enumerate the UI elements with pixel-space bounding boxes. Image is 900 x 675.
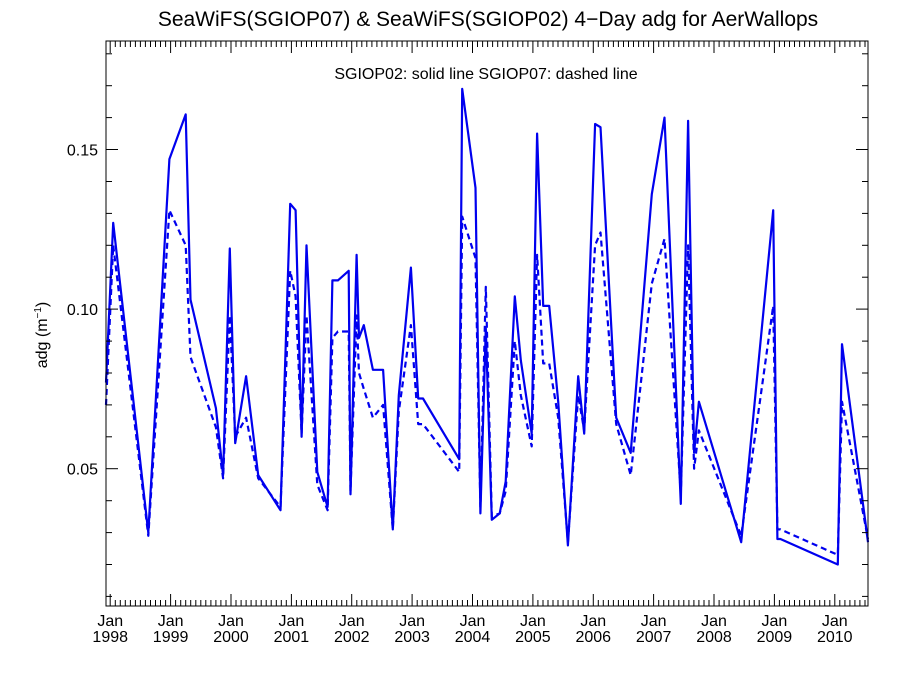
x-tick-year-label: 2003 xyxy=(394,629,430,646)
x-tick-year-label: 2002 xyxy=(334,629,370,646)
x-tick-year-label: 2008 xyxy=(696,629,732,646)
x-tick-year-label: 2007 xyxy=(636,629,672,646)
y-axis-label-close: ) xyxy=(34,302,51,307)
x-tick-month-label: Jan xyxy=(520,613,546,630)
y-axis-label-base: adg (m xyxy=(34,318,51,368)
x-tick-year-label: 2004 xyxy=(455,629,491,646)
x-tick-month-label: Jan xyxy=(701,613,727,630)
x-tick-year-label: 2006 xyxy=(575,629,611,646)
x-tick-month-label: Jan xyxy=(218,613,244,630)
x-tick-month-label: Jan xyxy=(822,613,848,630)
legend-annotation: SGIOP02: solid line SGIOP07: dashed line xyxy=(334,66,637,83)
y-tick-label: 0.10 xyxy=(67,302,98,319)
x-tick-month-label: Jan xyxy=(97,613,123,630)
x-tick-month-label: Jan xyxy=(399,613,425,630)
x-tick-month-label: Jan xyxy=(339,613,365,630)
x-tick-year-label: 1998 xyxy=(92,629,128,646)
y-axis-label: adg (m−1) xyxy=(33,302,51,369)
x-tick-month-label: Jan xyxy=(762,613,788,630)
x-tick-month-label: Jan xyxy=(460,613,486,630)
axes-layer: 0.050.100.15Jan1998Jan1999Jan2000Jan2001… xyxy=(67,40,869,646)
y-tick-label: 0.05 xyxy=(67,462,98,479)
x-tick-month-label: Jan xyxy=(580,613,606,630)
x-tick-year-label: 2005 xyxy=(515,629,551,646)
x-tick-year-label: 2009 xyxy=(757,629,793,646)
x-tick-month-label: Jan xyxy=(278,613,304,630)
x-tick-year-label: 2010 xyxy=(817,629,853,646)
plot-frame xyxy=(105,40,869,607)
chart-title: SeaWiFS(SGIOP07) & SeaWiFS(SGIOP02) 4−Da… xyxy=(158,8,818,31)
y-tick-label: 0.15 xyxy=(67,143,98,160)
series-layer xyxy=(104,87,870,566)
x-tick-month-label: Jan xyxy=(158,613,184,630)
x-tick-month-label: Jan xyxy=(641,613,667,630)
x-tick-year-label: 2001 xyxy=(274,629,310,646)
series-line-dashed xyxy=(104,209,870,557)
y-axis-label-exponent: −1 xyxy=(33,307,44,319)
x-tick-year-label: 1999 xyxy=(153,629,189,646)
x-tick-year-label: 2000 xyxy=(213,629,249,646)
